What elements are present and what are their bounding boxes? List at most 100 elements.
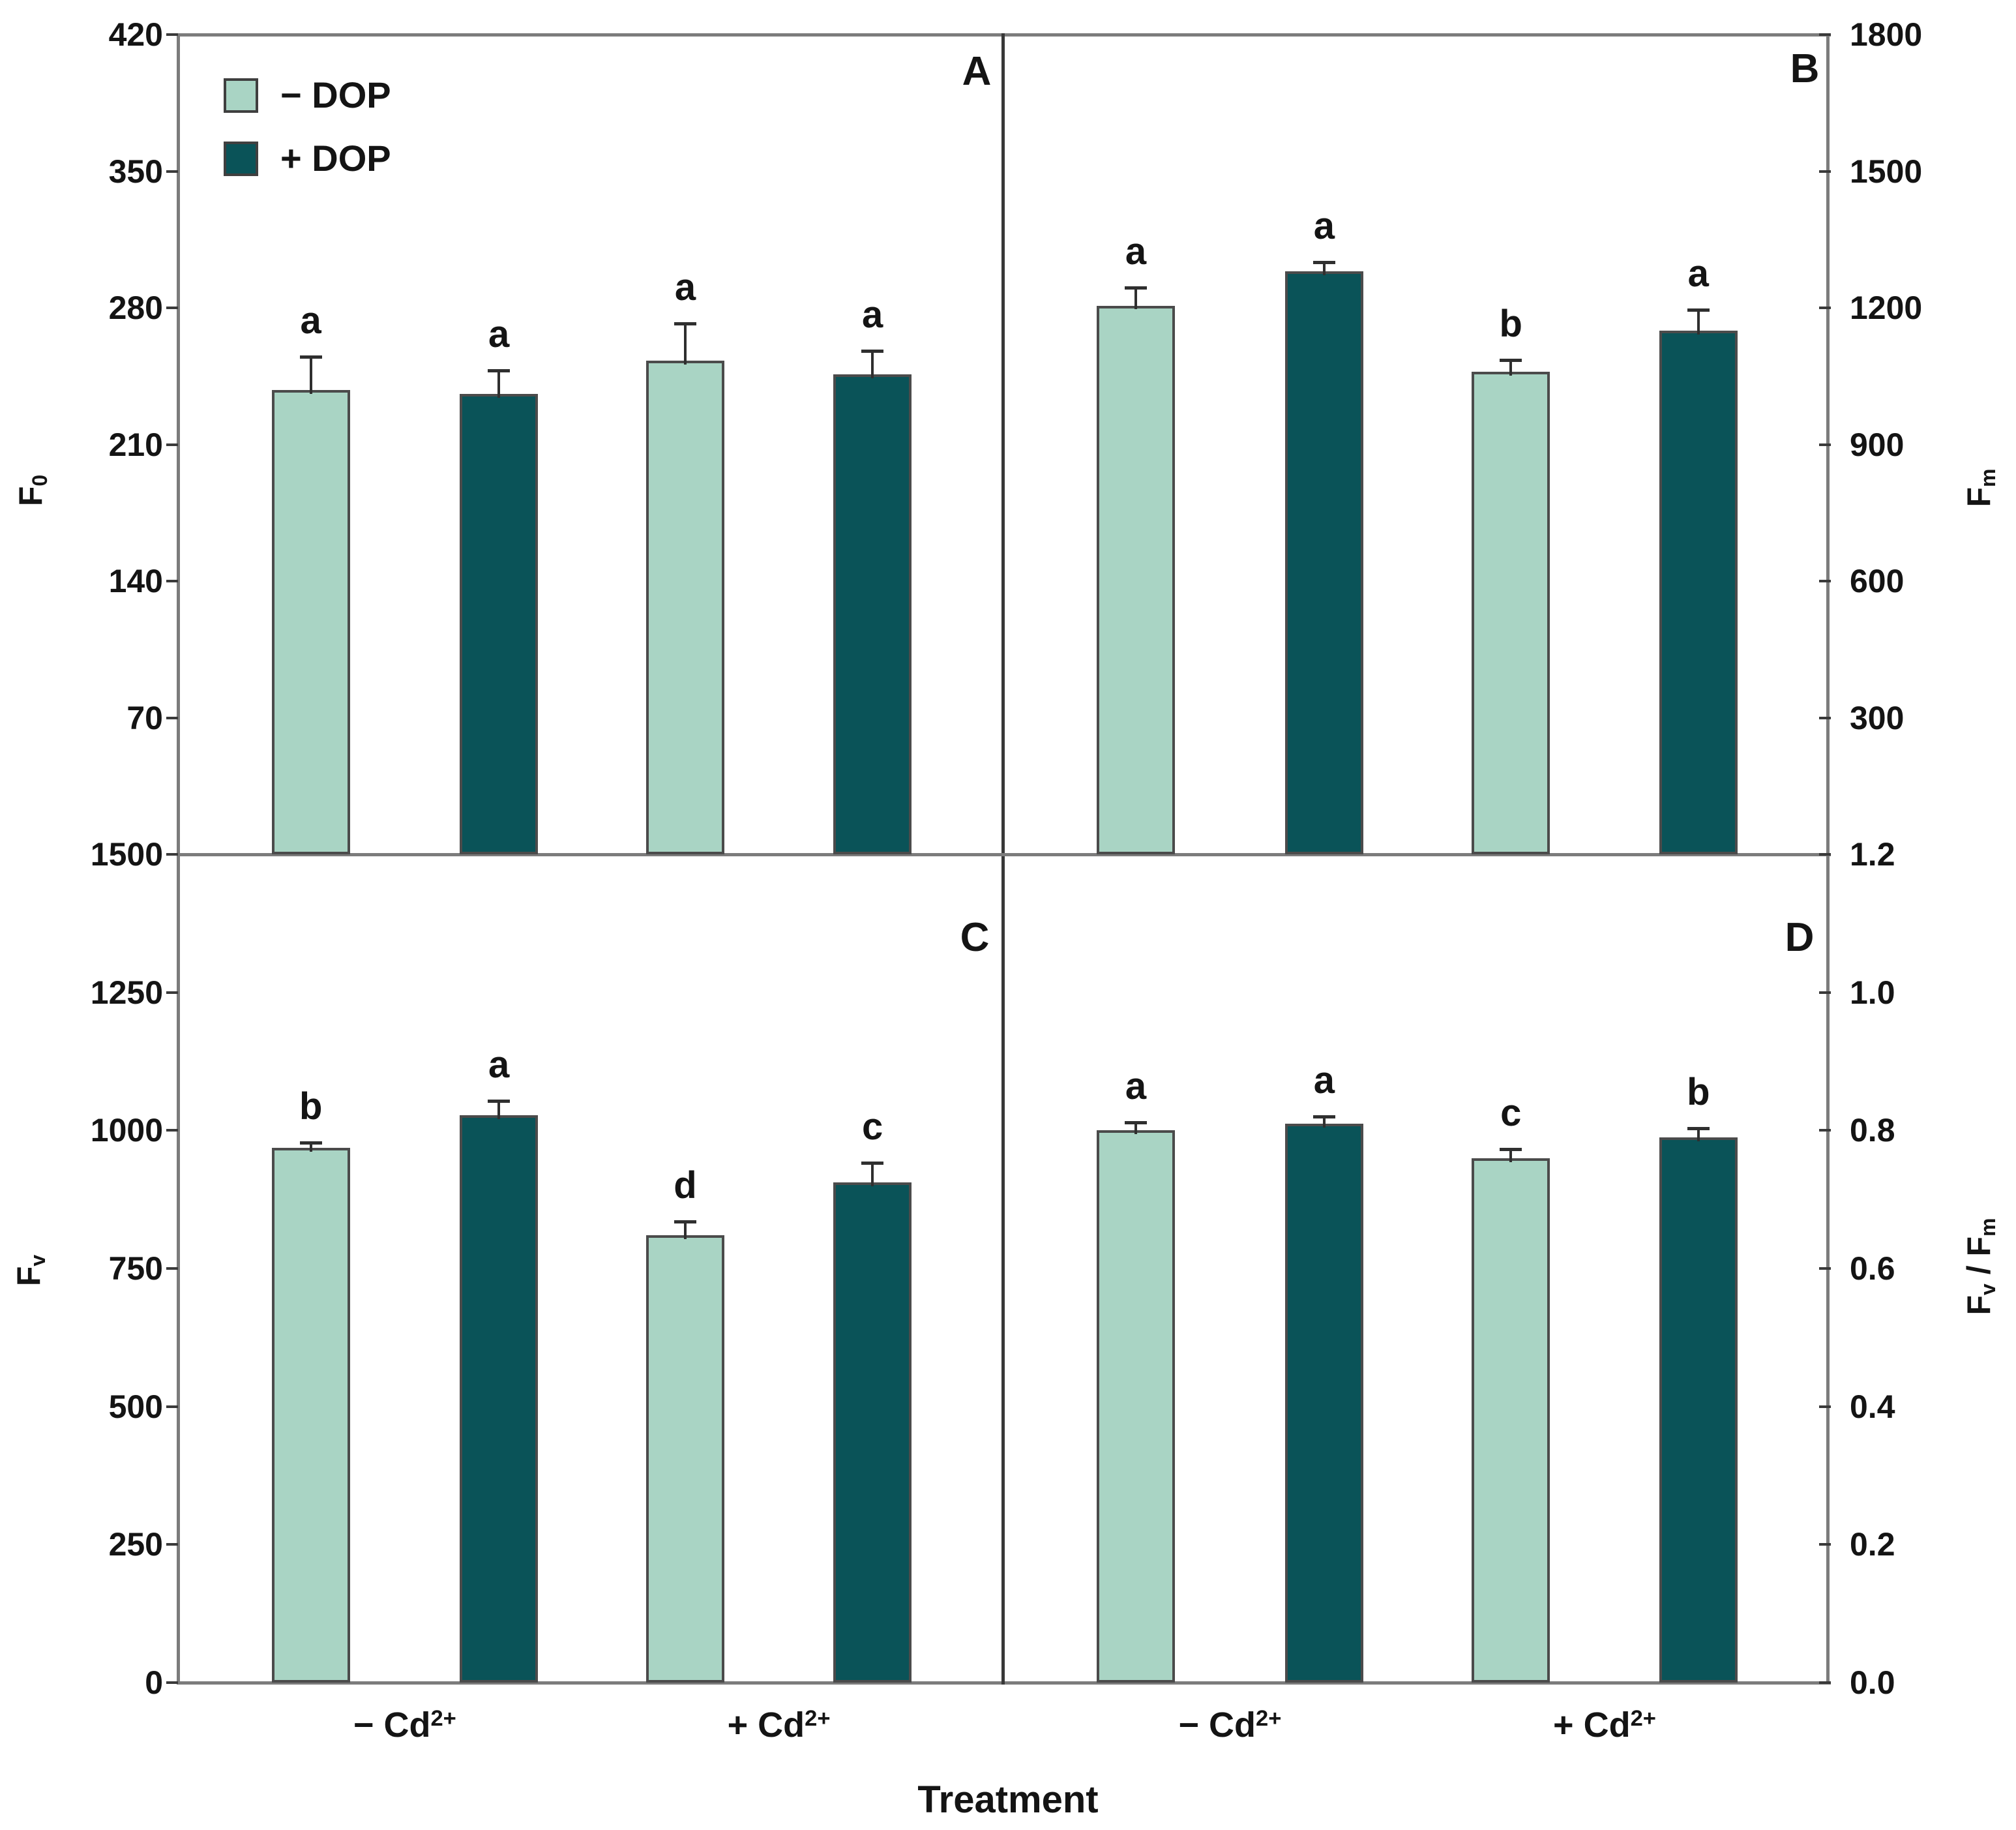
y-tick: [1819, 443, 1831, 446]
significance-letter: a: [1125, 230, 1147, 273]
y-tick: [166, 33, 178, 36]
significance-letter: a: [1687, 252, 1709, 295]
text-run: − Cd: [1178, 1705, 1256, 1745]
significance-letter: a: [488, 312, 510, 355]
x-group-label: + Cd2+: [728, 1704, 831, 1750]
text-run: F: [1961, 1295, 1997, 1315]
y-tick-label: 0.2: [1850, 1526, 1895, 1563]
y-tick-label: 1250: [90, 974, 163, 1011]
y-tick: [166, 1129, 178, 1132]
significance-letter: d: [674, 1164, 697, 1207]
significance-letter: a: [1313, 1059, 1335, 1102]
bar-b-plus_dop-group1: [1284, 271, 1363, 854]
bar-a-plus_dop-group2: [833, 374, 912, 854]
y-tick: [166, 1681, 178, 1684]
y-tick: [166, 991, 178, 994]
y-tick: [166, 1405, 178, 1408]
y-axis-title-d: Fv / Fm: [1961, 1218, 2000, 1315]
y-tick-label: 70: [126, 699, 163, 736]
y-tick: [166, 716, 178, 719]
error-bar: [309, 356, 312, 394]
y-tick: [166, 443, 178, 446]
bar-d-minus_dop-group2: [1472, 1158, 1550, 1683]
error-bar-cap: [861, 1162, 884, 1165]
subscript: v: [1976, 1283, 2000, 1295]
error-bar: [497, 1100, 501, 1119]
error-bar: [1509, 360, 1513, 376]
bar-c-plus_dop-group2: [833, 1182, 912, 1683]
panel-letter-c: C: [960, 915, 990, 960]
superscript: 2+: [430, 1705, 456, 1731]
y-tick-label: 0.8: [1850, 1112, 1895, 1149]
y-tick-label: 1.0: [1850, 974, 1895, 1011]
text-run: + Cd: [727, 1705, 805, 1745]
error-bar-cap: [488, 1099, 511, 1103]
y-axis-line-left: [177, 33, 180, 1685]
error-bar-cap: [674, 1220, 696, 1224]
y-tick-label: 0: [145, 1664, 163, 1701]
y-tick-label: 140: [108, 563, 163, 599]
y-tick: [1819, 991, 1831, 994]
significance-letter: a: [1313, 205, 1335, 248]
legend-swatch-plus_dop: [224, 142, 258, 176]
y-tick: [1819, 307, 1831, 309]
x-group-label: − Cd2+: [1178, 1704, 1281, 1750]
error-bar: [1322, 262, 1326, 276]
y-tick-label: 420: [108, 16, 163, 53]
legend-label-minus_dop: − DOP: [280, 74, 391, 115]
y-tick-label: 600: [1850, 563, 1905, 599]
y-tick-label: 300: [1850, 699, 1905, 736]
y-tick: [166, 1267, 178, 1270]
error-bar: [1322, 1117, 1326, 1128]
y-tick-label: 750: [108, 1250, 163, 1287]
superscript: 2+: [1255, 1705, 1282, 1731]
error-bar: [309, 1142, 312, 1152]
y-tick-label: 1.2: [1850, 836, 1895, 873]
bar-a-minus_dop-group1: [271, 389, 350, 854]
y-tick: [166, 1543, 178, 1546]
y-tick: [1819, 853, 1831, 856]
bar-a-plus_dop-group1: [460, 393, 539, 854]
bar-c-minus_dop-group2: [645, 1235, 724, 1683]
y-tick: [166, 580, 178, 582]
text-run: F: [12, 486, 49, 507]
error-bar-cap: [299, 355, 322, 359]
y-tick-label: 350: [108, 153, 163, 190]
bar-c-minus_dop-group1: [271, 1148, 350, 1683]
x-axis-title: Treatment: [917, 1778, 1099, 1821]
subscript: 0: [28, 474, 52, 487]
bar-d-plus_dop-group1: [1284, 1123, 1363, 1683]
y-tick-label: 0.6: [1850, 1250, 1895, 1287]
panel-divider-horizontal: [177, 853, 1831, 856]
error-bar: [1697, 1128, 1700, 1141]
x-group-label: + Cd2+: [1553, 1704, 1656, 1750]
text-run: + Cd: [1553, 1705, 1631, 1745]
superscript: 2+: [1630, 1705, 1656, 1731]
error-bar: [871, 350, 874, 378]
bar-b-minus_dop-group1: [1096, 305, 1175, 854]
panel-letter-a: A: [962, 49, 992, 94]
subscript: m: [1976, 468, 2000, 487]
significance-letter: b: [1687, 1071, 1710, 1114]
x-group-label: − Cd2+: [353, 1704, 456, 1750]
y-tick: [1819, 1681, 1831, 1684]
y-tick: [1819, 1129, 1831, 1132]
text-run: / F: [1961, 1236, 1997, 1284]
subscript: v: [26, 1254, 50, 1267]
panel-letter-d: D: [1785, 915, 1815, 960]
significance-letter: a: [488, 1043, 510, 1086]
significance-letter: b: [299, 1085, 323, 1128]
y-axis-title-c: Fv: [10, 1254, 50, 1286]
y-tick: [1819, 33, 1831, 36]
significance-letter: a: [861, 293, 883, 336]
error-bar-cap: [488, 368, 511, 372]
significance-letter: a: [674, 265, 696, 308]
error-bar-cap: [1312, 261, 1335, 265]
bar-b-plus_dop-group2: [1659, 330, 1738, 854]
error-bar-cap: [861, 349, 884, 353]
y-axis-title-b: Fm: [1961, 469, 2000, 507]
superscript: 2+: [805, 1705, 831, 1731]
error-bar-cap: [299, 1141, 322, 1145]
y-tick: [166, 170, 178, 173]
error-bar-cap: [674, 322, 696, 325]
